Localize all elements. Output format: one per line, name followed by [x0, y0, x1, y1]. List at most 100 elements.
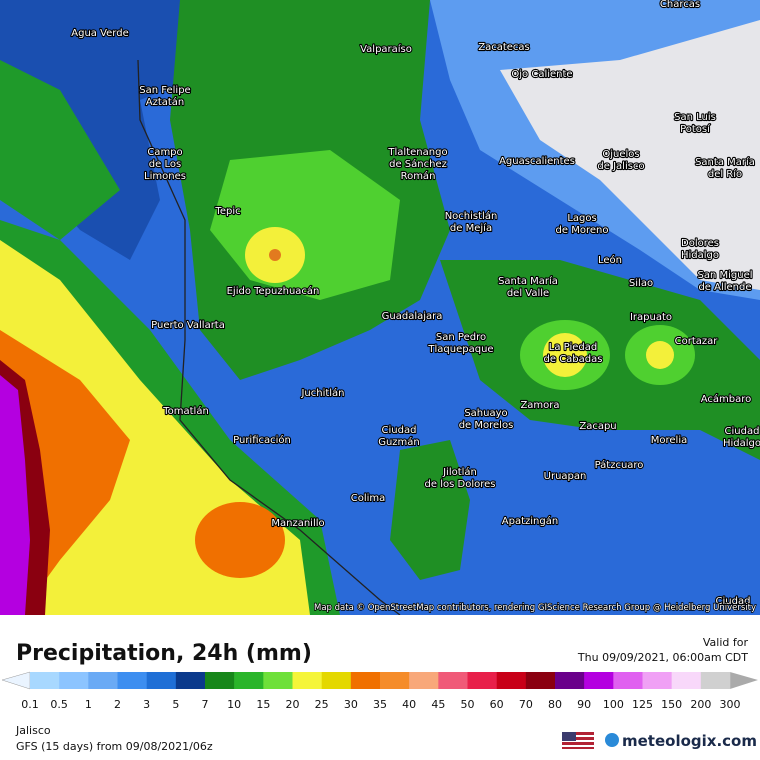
colorbar-label: 0.1 — [21, 698, 39, 711]
colorbar-label: 90 — [577, 698, 591, 711]
region: Jalisco — [15, 724, 51, 737]
colorbar-segment — [467, 672, 497, 689]
city-label: de Cabadas — [544, 354, 603, 365]
city-label: Zacapu — [579, 421, 616, 432]
city: Cortazar — [674, 335, 720, 348]
legend-title: Precipitation, 24h (mm) — [16, 641, 312, 666]
city-label: Tlaltenango — [387, 147, 447, 158]
city: Morelia — [650, 434, 689, 447]
city: Ejido Tepuzhuacán — [226, 284, 321, 298]
city-label: de Morelos — [459, 420, 514, 431]
colorbar-label: 35 — [373, 698, 387, 711]
city: Apatzingán — [501, 514, 560, 528]
colorbar-label: 20 — [286, 698, 300, 711]
city: León — [597, 253, 623, 267]
city-label: de Mejía — [450, 222, 492, 234]
valid-label: Valid for — [703, 636, 749, 649]
city: Ciudad — [714, 595, 751, 608]
colorbar-label: 25 — [315, 698, 329, 711]
city: Manzanillo — [270, 517, 325, 530]
brand[interactable]: meteologix.com — [622, 732, 757, 750]
city-label: Morelia — [651, 435, 687, 446]
city-label: Purificación — [233, 434, 291, 446]
city-label: Manzanillo — [271, 518, 324, 529]
city: Silao — [628, 277, 654, 290]
city-label: Tepic — [214, 206, 240, 217]
map: Agua Verde Valparaíso Zacatecas Charcas Ojo … — [0, 0, 760, 616]
city-label: San Pedro — [436, 332, 486, 343]
colorbar-segment — [642, 672, 672, 689]
valid-time: Thu 09/09/2021, 06:00am CDT — [577, 651, 748, 664]
city-label: Ojo Caliente — [511, 69, 572, 80]
city-label: Apatzingán — [502, 515, 558, 527]
colorbar-label: 0.5 — [50, 698, 68, 711]
city-label: Tomatlán — [162, 405, 209, 417]
city: Zamora — [519, 399, 560, 412]
city-label: de Sánchez — [389, 158, 447, 170]
city-label: Ciudad — [382, 425, 417, 436]
colorbar-segment — [438, 672, 468, 689]
colorbar-label: 15 — [256, 698, 270, 711]
city: Tomatlán — [161, 404, 210, 418]
city-label: Ciudad — [725, 426, 760, 437]
city-label: Juchitlán — [300, 387, 344, 399]
city-label: Agua Verde — [71, 28, 129, 39]
colorbar-label: 200 — [690, 698, 711, 711]
city-label: Guadalajara — [382, 311, 443, 322]
city-label: San Luis — [674, 112, 716, 123]
city: Colima — [350, 492, 387, 505]
colorbar-label: 100 — [603, 698, 624, 711]
city: Irapuato — [629, 311, 673, 324]
colorbar-segment — [59, 672, 89, 689]
colorbar-label: 7 — [202, 698, 209, 711]
colorbar-segment — [205, 672, 235, 689]
city-label: Ejido Tepuzhuacán — [227, 285, 320, 297]
city-label: Limones — [144, 171, 186, 182]
colorbar-label: 40 — [402, 698, 416, 711]
colorbar-segment — [671, 672, 702, 689]
city-label: Silao — [629, 278, 653, 289]
city: Zacatecas — [477, 41, 531, 54]
colorbar-segment — [496, 672, 527, 689]
city-label: del Valle — [507, 288, 549, 299]
city-label: La Piedad — [549, 342, 597, 353]
colorbar: 0.1 0.5 1 2 3 5 7 10 15 20 25 30 35 40 45 50 60 70 80 90 100… — [1, 671, 758, 711]
city-label: Tlaquepaque — [427, 344, 493, 355]
colorbar-segment — [263, 672, 293, 689]
colorbar-label: 300 — [720, 698, 741, 711]
city-label: Aztatán — [146, 96, 185, 108]
colorbar-label: 60 — [490, 698, 504, 711]
city: Charcas — [659, 0, 701, 11]
brand-logo — [605, 733, 619, 747]
city-label: Acámbaro — [701, 393, 752, 405]
city-label: Santa María — [695, 156, 755, 168]
flag — [562, 732, 594, 749]
city-label: Dolores — [681, 238, 719, 249]
city-label: de Allende — [698, 282, 751, 293]
city: Agua Verde — [70, 27, 130, 40]
city-label: de Moreno — [556, 225, 609, 236]
colorbar-label: 80 — [548, 698, 562, 711]
city-label: Valparaíso — [360, 43, 412, 55]
colorbar-segment — [380, 672, 410, 689]
city-label: Pátzcuaro — [595, 459, 644, 471]
city-label: de Los — [149, 159, 181, 170]
colorbar-segment — [234, 672, 264, 689]
colorbar-segment — [700, 672, 731, 689]
city-label: Jilotlán — [442, 466, 477, 478]
city: Tepic — [213, 205, 241, 218]
city: Valparaíso — [359, 42, 413, 56]
city-label: del Río — [708, 168, 742, 180]
